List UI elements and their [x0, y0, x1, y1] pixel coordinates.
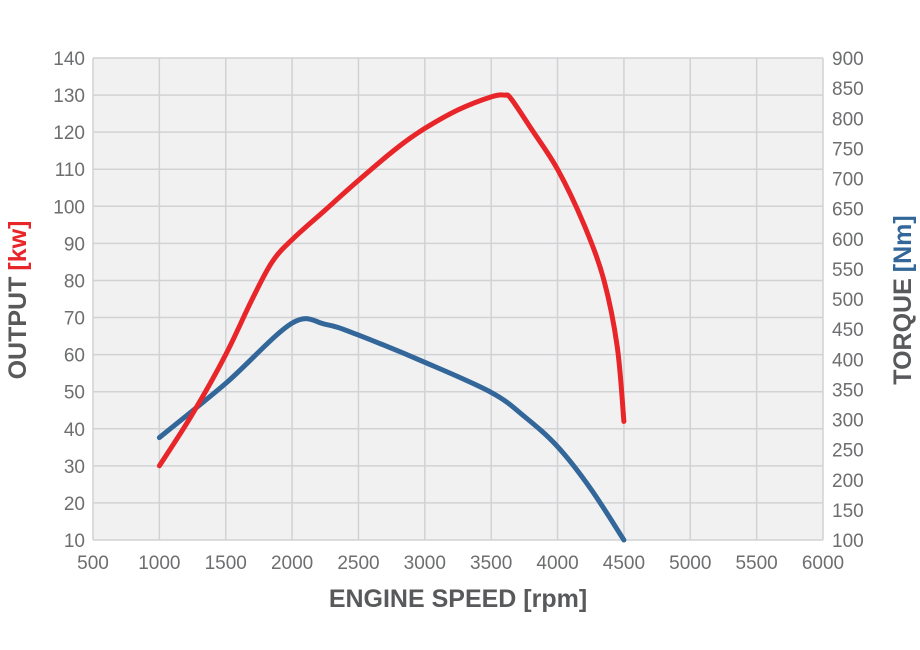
- x-tick-label: 2500: [337, 553, 379, 574]
- left-axis-label: OUTPUT [kw]: [4, 221, 32, 380]
- right-tick-label: 500: [832, 290, 864, 311]
- right-tick-label: 100: [832, 531, 864, 552]
- left-tick-label: 100: [53, 197, 85, 218]
- right-tick-label: 250: [832, 441, 864, 462]
- right-tick-label: 650: [832, 200, 864, 221]
- x-tick-label: 3500: [470, 553, 512, 574]
- right-axis-label-main: TORQUE: [889, 278, 917, 385]
- left-tick-label: 30: [64, 457, 85, 478]
- right-tick-label: 700: [832, 170, 864, 191]
- left-tick-label: 50: [64, 383, 85, 404]
- x-axis-ticks: 500 1000 1500 2000 2500 3000 3500 4000 4500 5000 5…: [77, 553, 844, 574]
- grid-lines: [92, 57, 824, 541]
- x-tick-label: 6000: [802, 553, 844, 574]
- right-tick-label: 450: [832, 320, 864, 341]
- left-tick-label: 70: [64, 309, 85, 330]
- right-tick-label: 550: [832, 260, 864, 281]
- right-tick-label: 600: [832, 230, 864, 251]
- x-tick-label: 2000: [271, 553, 313, 574]
- right-tick-label: 850: [832, 79, 864, 100]
- right-tick-label: 900: [832, 49, 864, 70]
- right-tick-label: 750: [832, 139, 864, 160]
- right-axis-label-unit: [Nm]: [889, 215, 917, 272]
- right-tick-label: 300: [832, 411, 864, 432]
- left-tick-label: 60: [64, 346, 85, 367]
- torque-series-line: [156, 316, 627, 543]
- x-tick-label: 4500: [603, 553, 645, 574]
- x-tick-label: 3000: [404, 553, 446, 574]
- left-tick-label: 120: [53, 123, 85, 144]
- left-tick-label: 10: [64, 531, 85, 552]
- left-tick-label: 140: [53, 49, 85, 70]
- plot-area: [93, 58, 823, 540]
- x-tick-label: 500: [77, 553, 109, 574]
- x-tick-label: 1500: [205, 553, 247, 574]
- series-layer: [156, 92, 627, 543]
- right-tick-label: 800: [832, 109, 864, 130]
- left-tick-label: 130: [53, 86, 85, 107]
- output-series-line: [156, 92, 627, 469]
- right-tick-label: 200: [832, 471, 864, 492]
- right-axis-ticks: 100 150 200 250 300 350 400 450 500 550 600 650 700 7…: [832, 49, 864, 552]
- left-tick-label: 110: [55, 160, 85, 181]
- left-tick-label: 90: [64, 234, 85, 255]
- right-axis-label: TORQUE [Nm]: [889, 215, 917, 384]
- right-tick-label: 150: [832, 501, 864, 522]
- left-tick-label: 20: [64, 494, 85, 515]
- left-axis-label-unit: [kw]: [4, 221, 32, 271]
- left-tick-label: 40: [64, 420, 85, 441]
- x-tick-label: 1000: [138, 553, 180, 574]
- right-tick-label: 400: [832, 350, 864, 371]
- left-axis-label-main: OUTPUT: [4, 277, 32, 380]
- x-tick-label: 5500: [735, 553, 777, 574]
- left-axis-ticks: 10 20 30 40 50 60 70 80 90 100 110 120 130 140: [53, 49, 85, 552]
- x-tick-label: 5000: [669, 553, 711, 574]
- right-tick-label: 350: [832, 380, 864, 401]
- x-axis-label: ENGINE SPEED [rpm]: [329, 585, 587, 613]
- x-tick-label: 4000: [536, 553, 578, 574]
- left-tick-label: 80: [64, 271, 85, 292]
